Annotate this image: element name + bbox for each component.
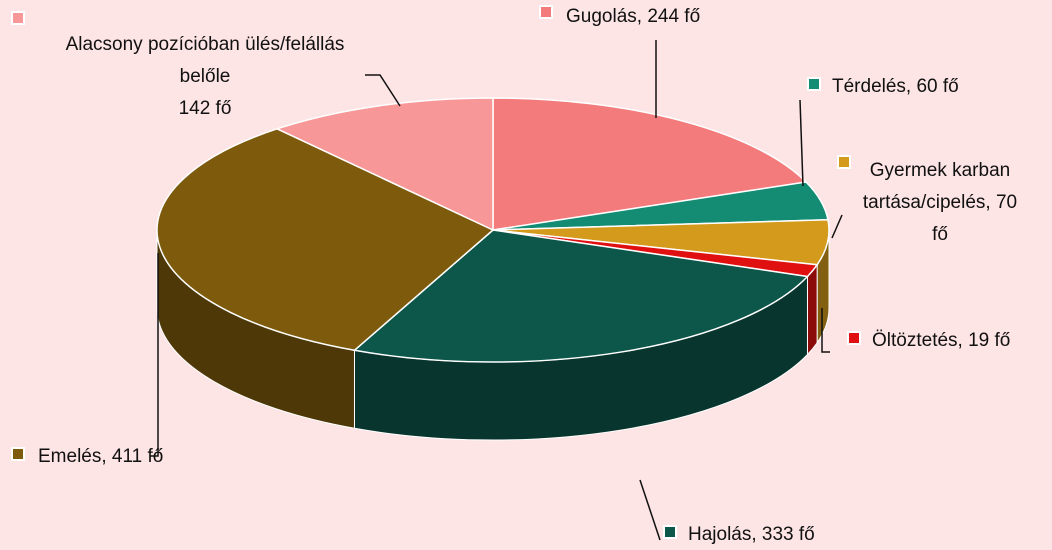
data-label: 142 fő xyxy=(179,98,232,119)
leader-line xyxy=(821,308,830,353)
pie-slice xyxy=(275,97,494,232)
label-swatch xyxy=(807,77,821,91)
label-swatch xyxy=(539,5,553,19)
data-label: Térdelés, 60 fő xyxy=(832,76,959,97)
leader-line xyxy=(831,214,843,239)
data-label: tartása/cipelés, 70 xyxy=(863,192,1017,213)
leader-line xyxy=(639,479,661,541)
pie-slice xyxy=(156,128,495,352)
data-label: belőle xyxy=(180,66,231,87)
leader-line xyxy=(799,99,804,187)
pie-slice xyxy=(352,229,810,363)
leader-line xyxy=(365,74,401,107)
data-label: fő xyxy=(932,224,948,245)
pie-slice xyxy=(492,97,808,231)
label-swatch xyxy=(11,11,25,25)
data-label: Öltöztetés, 19 fő xyxy=(872,330,1010,351)
data-label: Alacsony pozícióban ülés/felállás xyxy=(66,34,345,55)
data-label: Gugolás, 244 fő xyxy=(566,6,700,27)
pie-side xyxy=(806,263,818,356)
label-swatch xyxy=(663,525,677,539)
data-label: Hajolás, 333 fő xyxy=(688,524,815,545)
leader-line xyxy=(150,253,159,457)
data-label: Gyermek karban xyxy=(870,160,1010,181)
label-swatch xyxy=(837,155,851,169)
label-swatch xyxy=(847,331,861,345)
data-label: Emelés, 411 fő xyxy=(38,446,163,467)
label-swatch xyxy=(11,447,25,461)
